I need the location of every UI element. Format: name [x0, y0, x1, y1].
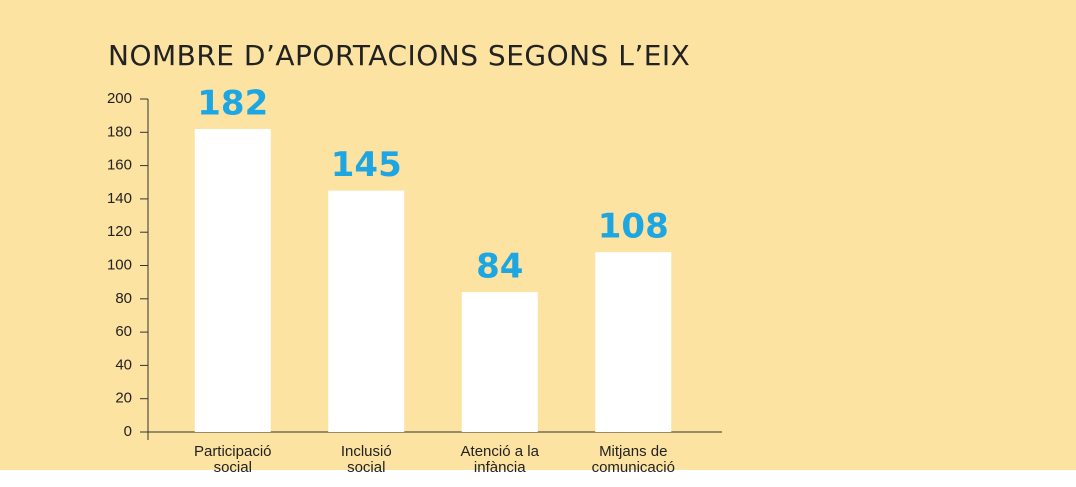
bar: [595, 252, 672, 432]
value-label: 182: [197, 83, 268, 123]
x-tick-label: Inclusió social: [341, 443, 392, 476]
y-tick-label: 160: [107, 157, 132, 174]
y-tick-label: 100: [107, 256, 132, 273]
y-tick-label: 60: [115, 323, 132, 340]
bar: [461, 292, 538, 432]
y-tick-label: 120: [107, 223, 132, 240]
y-tick-label: 0: [124, 423, 132, 440]
y-tick-label: 200: [107, 90, 132, 107]
x-tick-label: Mitjans de comunicació: [592, 443, 675, 476]
value-label: 145: [331, 145, 402, 185]
value-label: 84: [476, 247, 523, 287]
value-label: 108: [598, 207, 669, 247]
background: [0, 0, 1076, 470]
y-tick-label: 140: [107, 190, 132, 207]
x-tick-label: Participació social: [194, 443, 272, 476]
y-tick-label: 180: [107, 123, 132, 140]
y-tick-label: 20: [115, 390, 132, 407]
bar: [328, 190, 405, 432]
chart-title: NOMBRE D’APORTACIONS SEGONS L’EIX: [108, 39, 690, 72]
x-tick-label: Atenció a la infància: [461, 443, 540, 476]
bar: [194, 128, 271, 432]
y-tick-label: 80: [115, 290, 132, 307]
y-tick-label: 40: [115, 356, 132, 373]
